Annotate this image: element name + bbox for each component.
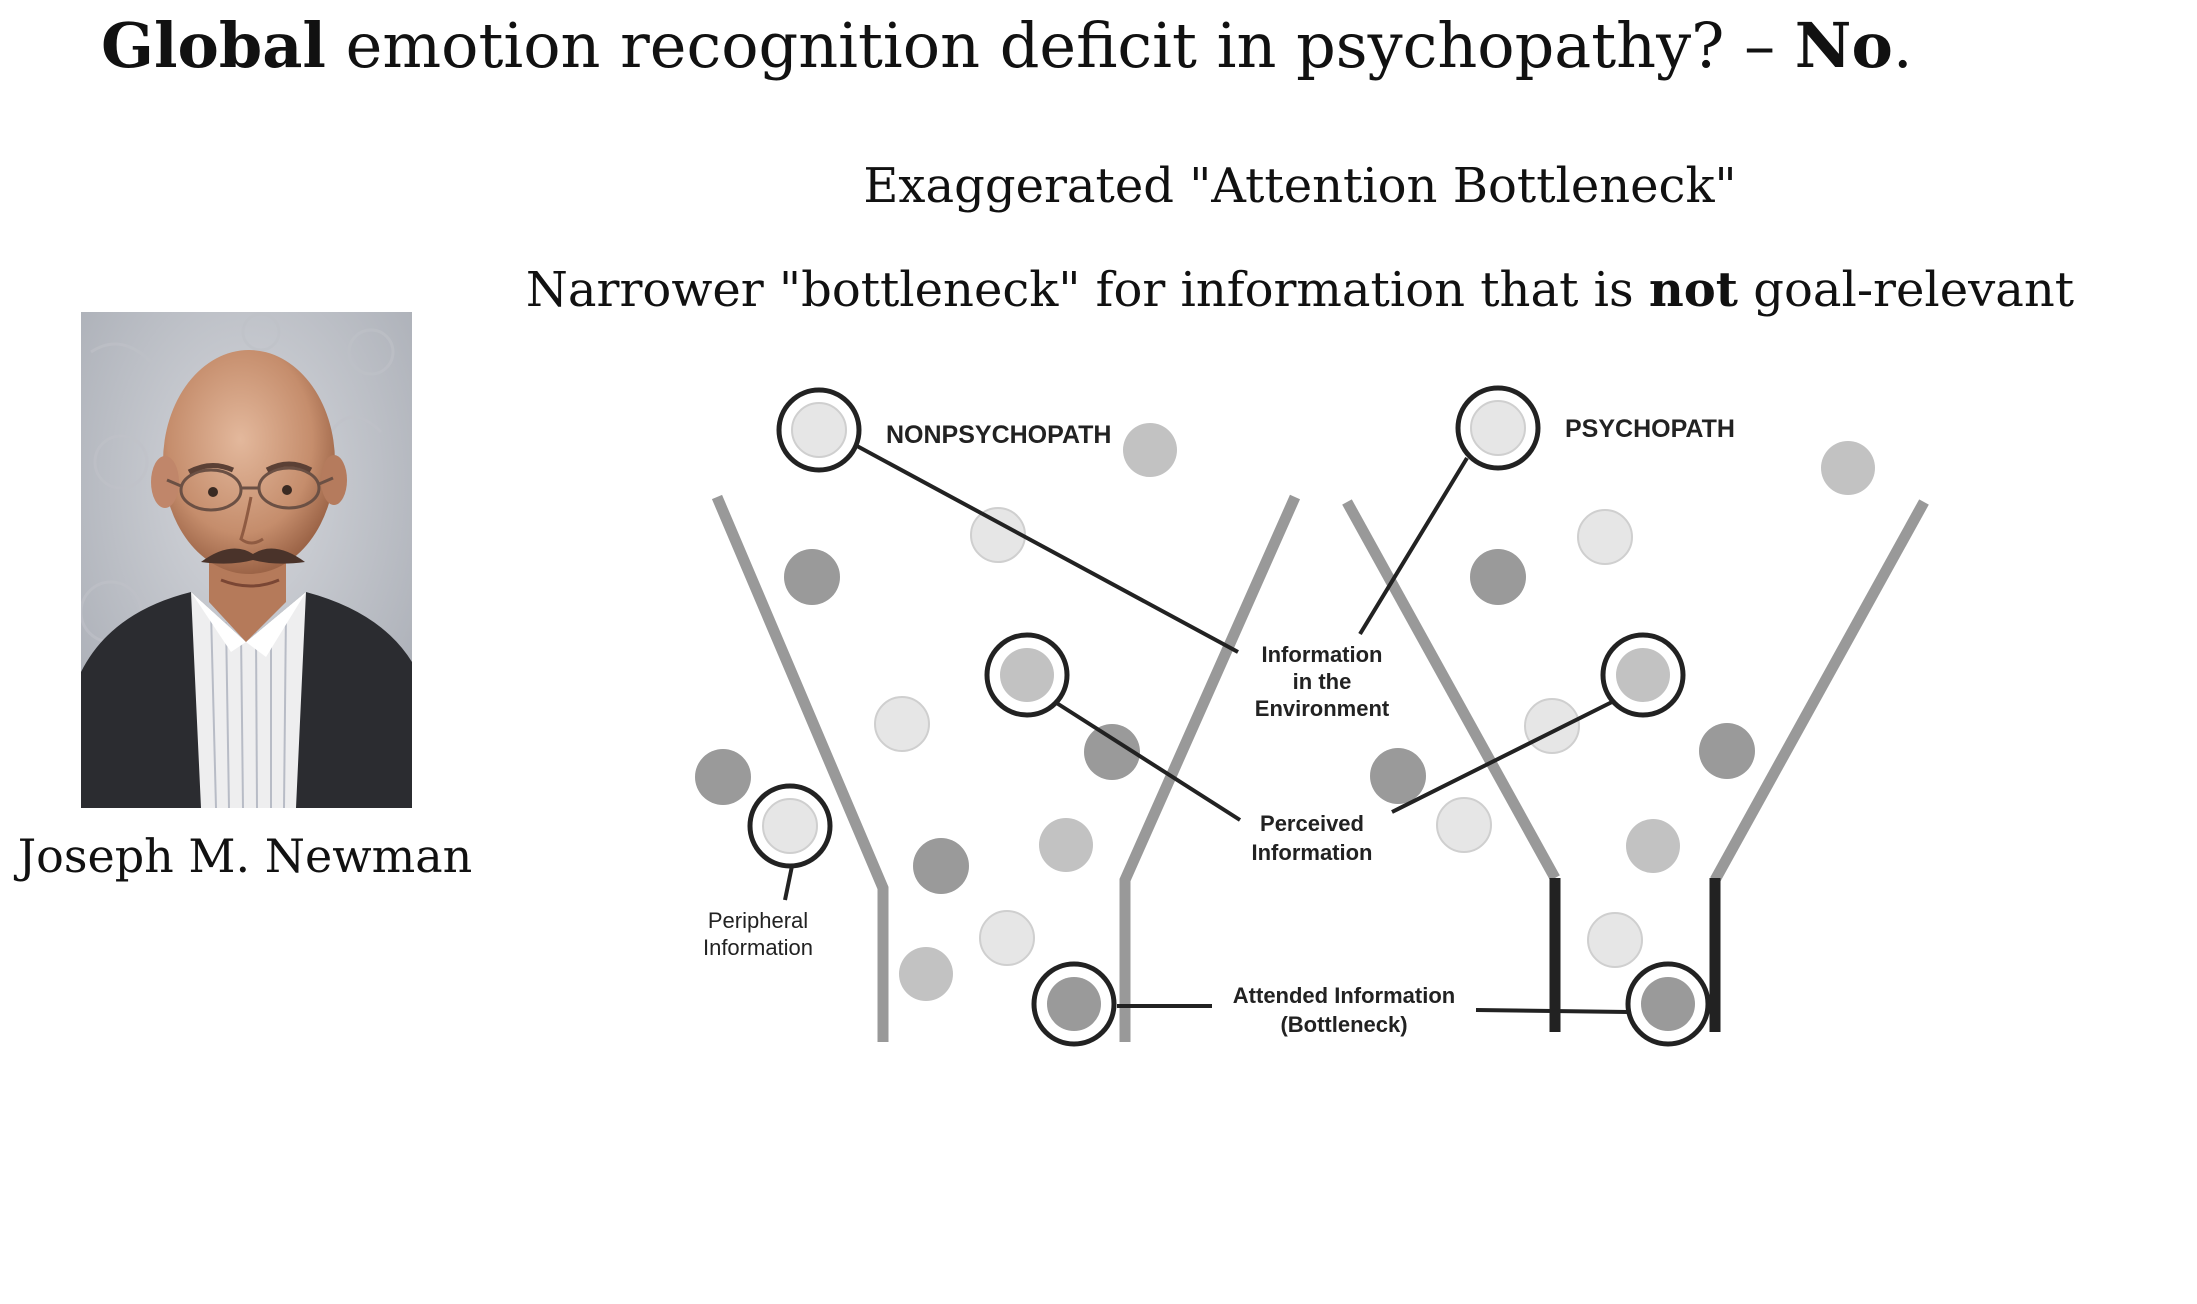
circled-dot-psychopath-perceived xyxy=(1600,632,1686,718)
subtitle-attention-bottleneck: Exaggerated "Attention Bottleneck" xyxy=(863,158,1737,214)
right-funnel-right-wall xyxy=(1710,499,1929,883)
label-information-env-2: in the xyxy=(1293,669,1352,694)
left-funnel-right-wall xyxy=(1119,494,1301,1042)
title-text: emotion recognition deficit in psychopat… xyxy=(325,9,1795,82)
dot xyxy=(1821,441,1875,495)
leader-line xyxy=(856,444,1239,654)
dot xyxy=(899,947,953,1001)
portrait-photo xyxy=(81,312,412,808)
dot xyxy=(1039,818,1093,872)
dot xyxy=(913,838,969,894)
subtitle-2-pre: Narrower "bottleneck" for information th… xyxy=(525,262,1649,318)
dot xyxy=(1577,509,1633,565)
dot xyxy=(1524,698,1580,754)
circled-dot-psychopath-attended xyxy=(1625,961,1711,1047)
label-attended-2: (Bottleneck) xyxy=(1280,1012,1407,1037)
slide-title: Global emotion recognition deficit in ps… xyxy=(101,6,1913,86)
leader-line xyxy=(1475,1008,1629,1014)
right-funnel-left-wall xyxy=(1342,499,1560,881)
dot xyxy=(1587,912,1643,968)
circled-dot-nonpsychopath-environment xyxy=(776,387,862,473)
label-information-env-1: Information xyxy=(1262,642,1383,667)
dot xyxy=(784,549,840,605)
circled-dot-psychopath-environment xyxy=(1455,385,1541,471)
circled-dot-nonpsychopath-perceived xyxy=(984,632,1070,718)
dot xyxy=(1123,423,1177,477)
title-bold-global: Global xyxy=(101,9,326,82)
label-peripheral-1: Peripheral xyxy=(708,908,808,933)
dot xyxy=(1470,549,1526,605)
dot xyxy=(970,507,1026,563)
subtitle-2-post: goal-relevant xyxy=(1737,262,2075,318)
subtitle-2-bold: not xyxy=(1648,262,1738,318)
label-psychopath: PSYCHOPATH xyxy=(1565,415,1735,443)
leader-line xyxy=(1391,698,1617,814)
dot xyxy=(1626,819,1680,873)
label-perceived-1: Perceived xyxy=(1260,811,1364,836)
highlighted-dots xyxy=(747,385,1711,1047)
title-bold-no: No xyxy=(1794,9,1893,82)
photo-caption: Joseph M. Newman xyxy=(17,829,473,883)
subtitle-narrower-bottleneck: Narrower "bottleneck" for information th… xyxy=(0,260,2197,320)
label-perceived-2: Information xyxy=(1252,840,1373,865)
dot xyxy=(695,749,751,805)
label-attended-1: Attended Information xyxy=(1233,983,1455,1008)
dot xyxy=(1699,723,1755,779)
circled-dot-peripheral xyxy=(747,783,833,869)
dot xyxy=(979,910,1035,966)
title-end: . xyxy=(1892,9,1913,82)
label-information-env-3: Environment xyxy=(1255,696,1390,721)
leader-line xyxy=(1358,456,1469,636)
dot xyxy=(874,696,930,752)
leader-line xyxy=(783,865,794,901)
left-funnel-left-wall xyxy=(711,494,889,1042)
portrait-illustration xyxy=(81,312,412,808)
circled-dot-nonpsychopath-attended xyxy=(1031,961,1117,1047)
label-nonpsychopath: NONPSYCHOPATH xyxy=(886,421,1111,449)
dot xyxy=(1436,797,1492,853)
dot xyxy=(1084,724,1140,780)
label-peripheral-2: Information xyxy=(703,935,813,960)
environment-dots xyxy=(695,423,1875,1001)
leader-line xyxy=(1053,700,1242,822)
dot xyxy=(1370,748,1426,804)
